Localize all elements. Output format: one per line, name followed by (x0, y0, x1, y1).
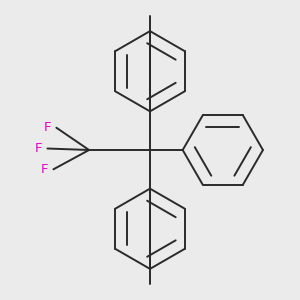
Text: F: F (34, 142, 42, 155)
Text: F: F (40, 163, 48, 176)
Text: F: F (44, 121, 51, 134)
